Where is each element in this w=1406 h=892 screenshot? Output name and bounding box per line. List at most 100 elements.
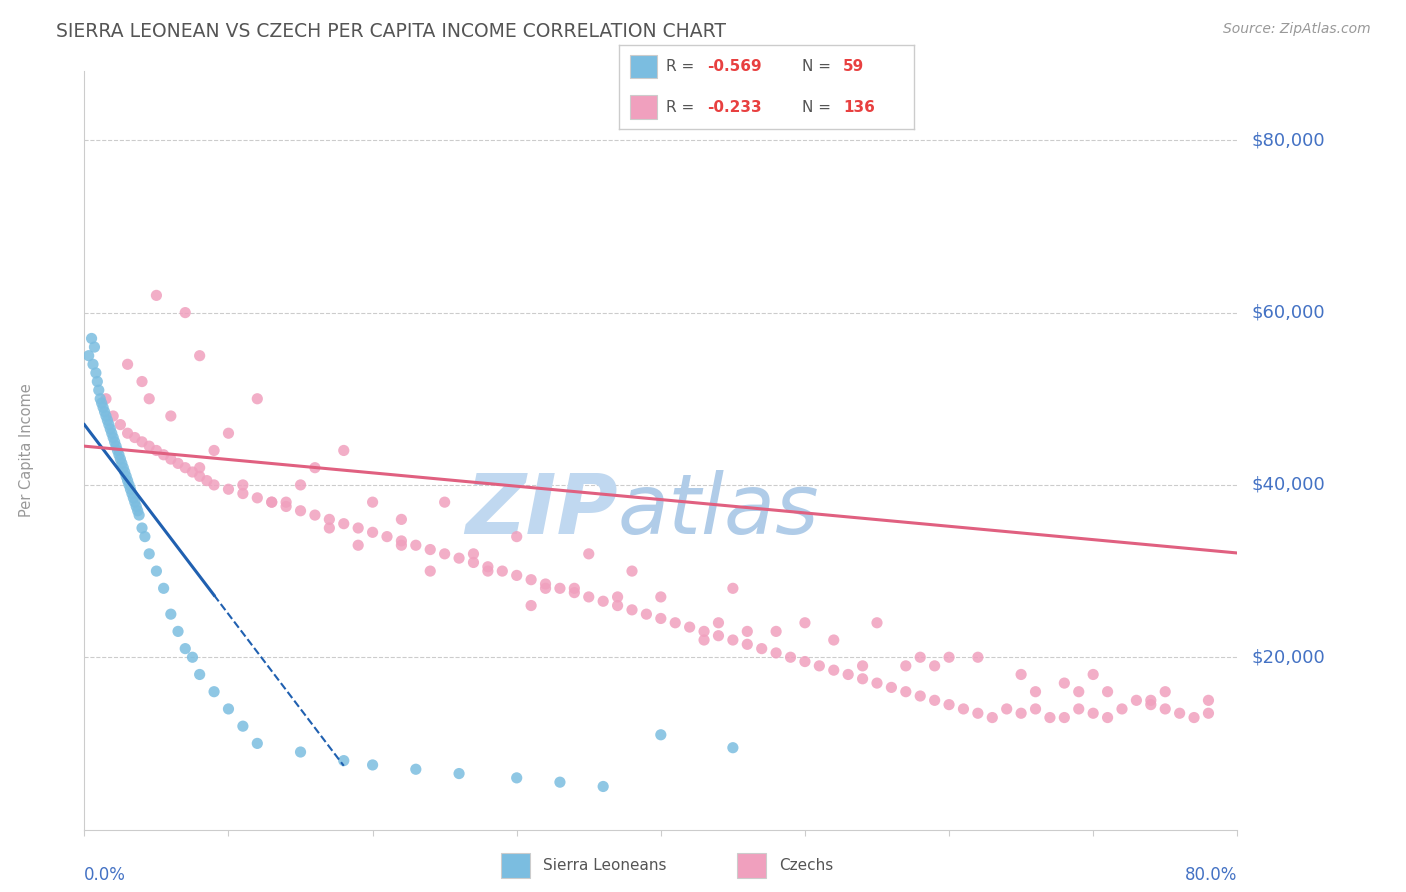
Point: [534, 582, 557, 596]
Point: [391, 538, 413, 552]
Point: [737, 624, 759, 639]
Point: [852, 672, 875, 686]
Point: [111, 456, 134, 470]
Point: [167, 456, 190, 470]
Point: [107, 443, 129, 458]
Point: [794, 655, 817, 669]
Point: [995, 702, 1018, 716]
Point: [910, 689, 932, 703]
Point: [967, 650, 990, 665]
Point: [419, 542, 441, 557]
Point: [1083, 706, 1105, 721]
Point: [86, 375, 108, 389]
Point: [1083, 667, 1105, 681]
Point: [333, 754, 356, 768]
Point: [751, 641, 773, 656]
Point: [823, 663, 845, 677]
Point: [463, 556, 485, 570]
Text: Czechs: Czechs: [779, 858, 834, 872]
Point: [938, 650, 960, 665]
Point: [304, 460, 326, 475]
Point: [1111, 702, 1133, 716]
Point: [276, 495, 298, 509]
Point: [246, 392, 269, 406]
Point: [96, 413, 118, 427]
Point: [100, 426, 122, 441]
Point: [124, 495, 146, 509]
Point: [1097, 684, 1119, 698]
Point: [167, 624, 190, 639]
Point: [721, 740, 744, 755]
Point: [779, 650, 801, 665]
Point: [910, 650, 932, 665]
Point: [110, 417, 132, 432]
Point: [134, 530, 156, 544]
Point: [152, 448, 174, 462]
Point: [1198, 706, 1220, 721]
Point: [218, 482, 240, 496]
Text: R =: R =: [666, 59, 699, 74]
Point: [83, 340, 105, 354]
Point: [117, 474, 139, 488]
Point: [290, 745, 312, 759]
Point: [246, 491, 269, 505]
Point: [131, 521, 153, 535]
Point: [112, 460, 135, 475]
Point: [174, 305, 197, 319]
Point: [84, 366, 107, 380]
Point: [105, 439, 128, 453]
Point: [1168, 706, 1191, 721]
Point: [125, 500, 148, 514]
Point: [131, 375, 153, 389]
Text: SIERRA LEONEAN VS CZECH PER CAPITA INCOME CORRELATION CHART: SIERRA LEONEAN VS CZECH PER CAPITA INCOM…: [56, 22, 727, 41]
Point: [347, 521, 370, 535]
Point: [449, 766, 471, 780]
Point: [578, 590, 600, 604]
Point: [650, 590, 672, 604]
Text: 80.0%: 80.0%: [1185, 865, 1237, 884]
Point: [548, 775, 571, 789]
Bar: [630, 95, 657, 120]
Point: [160, 607, 183, 622]
Point: [232, 478, 254, 492]
Point: [534, 577, 557, 591]
Point: [894, 658, 917, 673]
Point: [636, 607, 658, 622]
Point: [837, 667, 859, 681]
Point: [564, 585, 586, 599]
Point: [650, 728, 672, 742]
Point: [506, 530, 529, 544]
Point: [1067, 702, 1090, 716]
Point: [808, 658, 831, 673]
Point: [80, 331, 103, 345]
Point: [361, 495, 384, 509]
Text: Sierra Leoneans: Sierra Leoneans: [543, 858, 666, 872]
Point: [145, 443, 167, 458]
Text: ZIP: ZIP: [465, 470, 617, 551]
Text: $20,000: $20,000: [1251, 648, 1324, 666]
Text: -0.233: -0.233: [707, 100, 762, 115]
Point: [318, 521, 340, 535]
Point: [290, 504, 312, 518]
Point: [506, 568, 529, 582]
Point: [1039, 710, 1062, 724]
Bar: [737, 853, 766, 878]
Point: [152, 582, 174, 596]
Point: [1198, 693, 1220, 707]
Point: [375, 530, 398, 544]
Point: [347, 538, 370, 552]
Point: [77, 349, 100, 363]
Point: [361, 525, 384, 540]
Point: [449, 551, 471, 566]
Point: [967, 706, 990, 721]
Point: [202, 684, 225, 698]
Point: [924, 658, 946, 673]
Point: [794, 615, 817, 630]
Point: [823, 633, 845, 648]
Point: [174, 460, 197, 475]
Point: [90, 396, 112, 410]
Point: [1010, 706, 1032, 721]
Point: [104, 434, 127, 449]
Point: [110, 452, 132, 467]
Point: [664, 615, 686, 630]
